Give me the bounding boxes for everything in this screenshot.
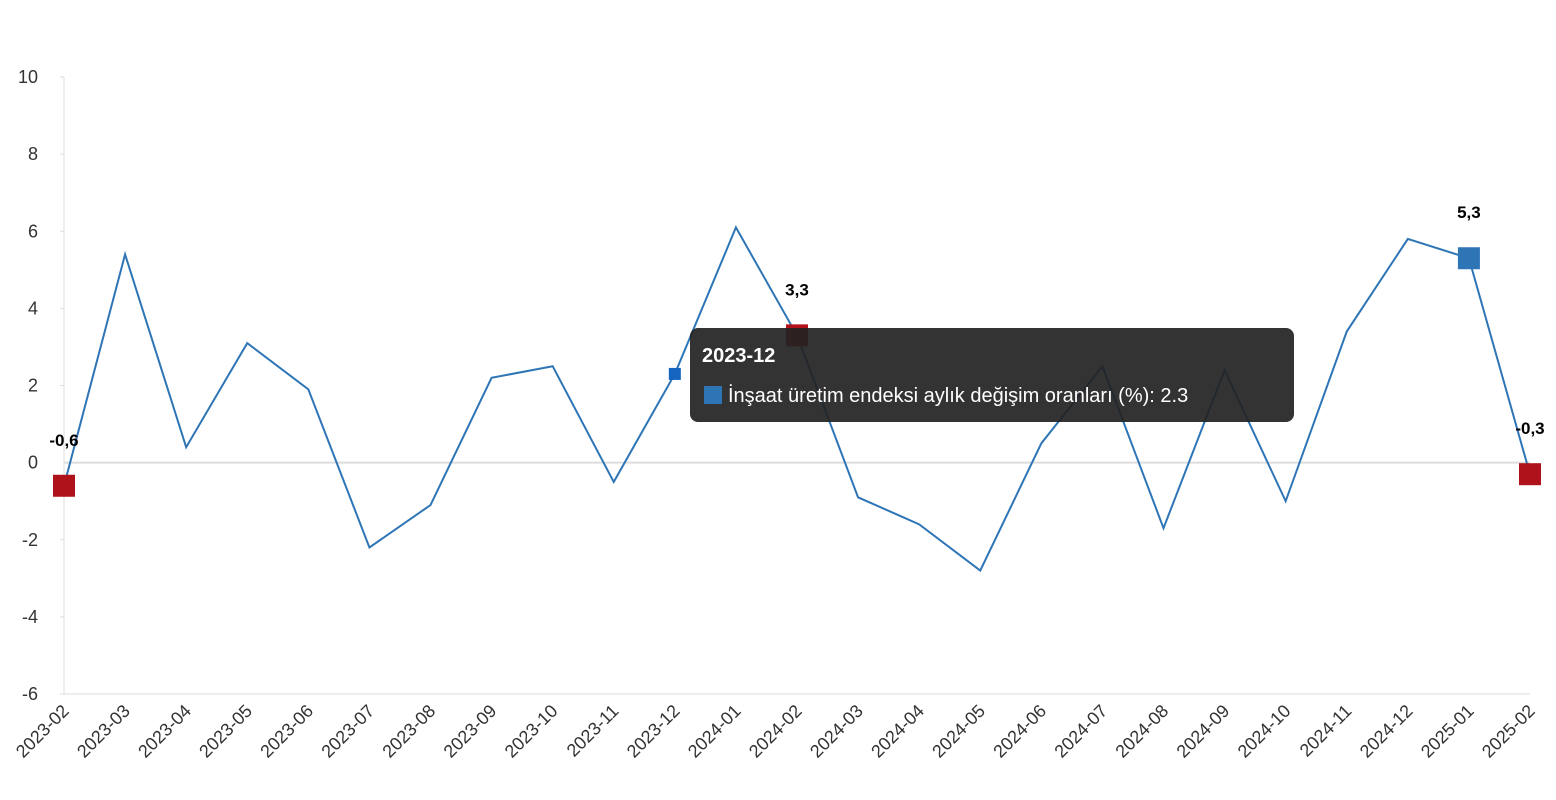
y-tick-label: 8	[28, 144, 38, 164]
y-tick-label: 10	[18, 67, 38, 87]
data-label: 3,3	[785, 280, 809, 299]
tooltip-sep: :	[1149, 385, 1160, 407]
x-tick-label: 2024-08	[1111, 701, 1172, 762]
tooltip-series: İnşaat üretim endeksi aylık değişim oran…	[728, 384, 1149, 407]
x-tick-label: 2024-09	[1173, 701, 1234, 762]
x-tick-label: 2023-10	[501, 701, 562, 762]
x-tick-label: 2025-02	[1478, 701, 1539, 762]
hover-marker	[668, 367, 681, 380]
tooltip-swatch	[704, 386, 722, 404]
x-tick-label: 2023-06	[256, 701, 317, 762]
x-tick-label: 2024-06	[989, 701, 1050, 762]
data-label: 5,3	[1457, 203, 1481, 222]
x-tick-label: 2024-04	[867, 701, 928, 762]
x-tick-label: 2024-03	[806, 701, 867, 762]
data-label: -0,3	[1515, 419, 1544, 438]
marker	[1457, 247, 1480, 270]
y-tick-label: 0	[28, 453, 38, 473]
x-tick-label: 2023-04	[134, 701, 195, 762]
x-tick-label: 2024-11	[1296, 701, 1356, 761]
x-tick-label: 2023-03	[73, 701, 134, 762]
y-tick-label: -4	[22, 607, 38, 627]
x-tick-label: 2024-02	[745, 701, 806, 762]
x-tick-label: 2024-05	[928, 701, 989, 762]
x-tick-label: 2025-01	[1417, 701, 1478, 762]
marker	[53, 474, 75, 497]
x-tick-label: 2024-10	[1234, 701, 1295, 762]
y-tick-label: 2	[28, 376, 38, 396]
x-tick-label: 2023-05	[195, 701, 256, 762]
y-tick-label: -2	[22, 530, 38, 550]
tooltip-title: 2023-12	[702, 345, 775, 367]
tooltip: 2023-12 İnşaat üretim endeksi aylık değiş…	[690, 328, 1294, 422]
x-tick-label: 2024-01	[684, 701, 745, 762]
y-tick-label: -6	[22, 684, 38, 704]
x-tick-label: 2023-12	[623, 701, 684, 762]
y-tick-label: 4	[28, 298, 38, 318]
x-tick-label: 2023-02	[12, 701, 73, 762]
data-label: -0,6	[49, 431, 78, 450]
x-tick-label: 2024-07	[1050, 701, 1111, 762]
x-tick-label: 2023-07	[317, 701, 378, 762]
x-tick-label: 2023-11	[563, 701, 623, 761]
tooltip-text: İnşaat üretim endeksi aylık değişim oran…	[728, 384, 1188, 407]
tooltip-box	[690, 328, 1294, 422]
x-tick-label: 2023-09	[440, 701, 501, 762]
marker	[1519, 463, 1541, 486]
y-tick-label: 6	[28, 221, 38, 241]
x-tick-label: 2024-12	[1356, 701, 1417, 762]
x-tick-label: 2023-08	[378, 701, 439, 762]
tooltip-value: 2.3	[1160, 385, 1188, 407]
